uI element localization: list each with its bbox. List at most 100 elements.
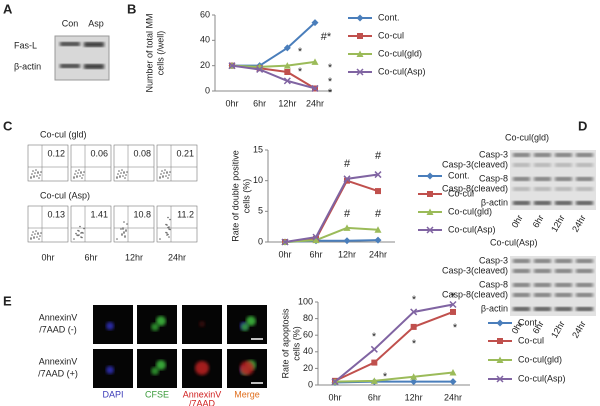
flow-dot (81, 236, 83, 239)
blot-band (534, 187, 551, 191)
blot-band (513, 177, 530, 181)
blot-band (555, 201, 572, 205)
flow-dot (38, 177, 40, 179)
blot-band (555, 153, 572, 157)
column-label: DAPI (102, 389, 123, 399)
flow-dot (30, 237, 32, 239)
flow-title: Co-cul (Asp) (40, 190, 90, 200)
flow-value: 0.06 (90, 148, 108, 158)
blot-band (513, 259, 530, 263)
blot-band (576, 153, 593, 157)
flow-dot (76, 175, 78, 177)
flow-dot (40, 232, 42, 234)
flow-dot (79, 225, 81, 228)
panel-label: D (578, 118, 587, 133)
row-label: AnnexinV (39, 356, 78, 366)
flow-dot (35, 169, 37, 171)
series-line (231, 60, 316, 68)
blot-band (534, 307, 551, 311)
flow-dot (38, 238, 40, 240)
flow-dot (121, 169, 123, 171)
flow-dot (124, 235, 126, 237)
flow-dot (123, 221, 125, 223)
y-tick-label: 0 (205, 85, 210, 95)
marker (283, 44, 291, 52)
marker (312, 233, 320, 241)
series-line (284, 173, 379, 243)
marker (331, 378, 339, 386)
flow-value: 0.08 (133, 148, 151, 158)
flow-dot (126, 171, 128, 173)
flow-dot (37, 171, 39, 173)
blot-band (84, 42, 104, 47)
lane-label: 0hr (510, 213, 525, 229)
y-tick-label: 40 (200, 35, 210, 45)
blot-row-label: Casp-8 (479, 279, 508, 289)
series-line (334, 303, 454, 383)
flow-dot (123, 232, 125, 234)
blot-row-label: Casp-8(cleaved) (442, 289, 508, 299)
flow-dot (165, 175, 167, 177)
flow-dot (30, 176, 32, 178)
blot-band (513, 153, 530, 157)
flow-dot (82, 232, 84, 234)
series-line (284, 226, 379, 243)
row-label: /7AAD (+) (38, 368, 78, 378)
x-tick-label: 24hr (369, 249, 387, 259)
panel-label: A (3, 1, 13, 16)
series-line (334, 371, 454, 383)
blot-band (576, 163, 593, 167)
lane-label: Con (62, 18, 79, 28)
row-label: /7AAD (-) (39, 324, 77, 334)
flow-dot (34, 233, 36, 235)
flow-value: 1.41 (90, 209, 108, 219)
legend-marker (426, 208, 434, 215)
x-tick-label: 0hr (225, 98, 238, 108)
y-tick-label: 60 (303, 330, 313, 340)
x-tick-label: 24hr (306, 98, 324, 108)
annotation: * (328, 76, 333, 88)
marker (343, 224, 351, 231)
cell (156, 316, 166, 326)
marker (228, 62, 236, 70)
blot-band (534, 177, 551, 181)
y-axis-label: cells (%) (291, 326, 301, 361)
x-tick-label: 0hr (328, 392, 341, 402)
flow-plot (156, 205, 198, 243)
panel-label: B (127, 1, 136, 16)
flow-dot (120, 172, 122, 174)
legend-label: Co-cul(Asp) (378, 66, 426, 76)
lane-label: 24hr (570, 213, 588, 234)
legend-label: Cont. (378, 12, 400, 22)
marker (371, 359, 378, 366)
blot-band (60, 64, 80, 68)
series-line (232, 21, 316, 67)
legend-marker (426, 172, 434, 180)
flow-title: Co-cul (gld) (40, 129, 87, 139)
annotation: # (344, 208, 351, 220)
flow-time: 0hr (41, 252, 54, 262)
marker (256, 65, 264, 73)
flow-dot (36, 175, 38, 177)
flow-dot (34, 172, 36, 174)
flow-dot (35, 230, 37, 232)
flow-dot (78, 169, 80, 171)
marker (284, 69, 291, 75)
flow-dot (33, 175, 35, 177)
lane-label: 6hr (531, 213, 546, 229)
legend-marker (496, 375, 504, 383)
blot-band (513, 269, 530, 273)
y-axis-label: Number of total MM (144, 13, 154, 92)
flow-time: 12hr (125, 252, 143, 262)
flow-plot (113, 144, 155, 182)
flow-dot (74, 173, 76, 175)
legend-label: Cont. (448, 170, 470, 180)
flow-dot (31, 234, 33, 236)
y-tick-label: 80 (303, 313, 313, 323)
x-tick-label: 12hr (338, 249, 356, 259)
flow-plot (113, 205, 155, 243)
flow-dot (32, 231, 34, 233)
flow-dot (159, 238, 161, 240)
flow-value: 0.13 (47, 209, 65, 219)
